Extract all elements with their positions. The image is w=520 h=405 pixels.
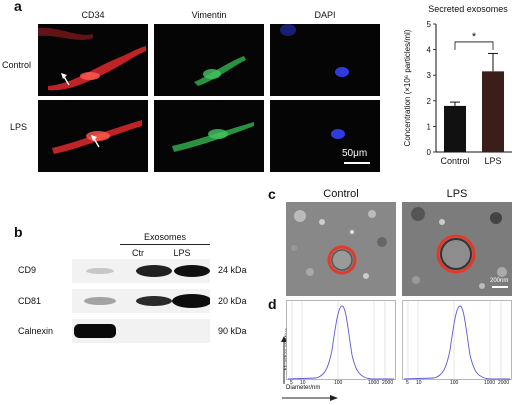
channel-label-vimentin: Vimentin <box>191 10 227 20</box>
chart-ylabel: Concentration (×10⁶ particles/ml) <box>403 29 412 146</box>
dls-tick-control-1000: 1000 <box>368 380 380 386</box>
dls-tick-lps-5: 5 <box>406 380 409 386</box>
x-tick-label: LPS <box>484 156 501 166</box>
exosomes-label: Exosomes <box>143 232 187 242</box>
y-tick-label: 0 <box>427 148 432 157</box>
significance-star: * <box>472 31 477 43</box>
dls-xlabel: Diameter/nm <box>286 385 321 391</box>
x-arrow-icon <box>282 395 338 401</box>
tem-scale-bar <box>492 286 508 288</box>
blot-cd9 <box>72 259 210 283</box>
kda-cd9: 24 kDa <box>218 265 247 275</box>
blot-label-calnexin: Calnexin <box>18 326 54 336</box>
dls-plot-control: 5 10 100 1000 2000 <box>286 300 396 388</box>
dls-tick-control-2000: 2000 <box>382 380 394 386</box>
dls-tick-lps-2000: 2000 <box>498 380 510 386</box>
bar-chart: Secreted exosomes 0 1 2 3 4 5 Concentration (×… <box>392 4 520 174</box>
lane-label-lps: LPS <box>173 248 191 258</box>
chart-title: Secreted exosomes <box>428 4 508 14</box>
scale-bar-label: 50μm <box>342 148 368 159</box>
tem-header-lps: LPS <box>446 188 468 200</box>
dls-tick-lps-100: 100 <box>450 380 459 386</box>
panel-d-letter: d <box>268 296 277 312</box>
y-tick-label: 1 <box>427 122 432 131</box>
panel-b-letter: b <box>14 224 23 240</box>
tem-header-control: Control <box>323 188 359 200</box>
micrograph-control-cd34 <box>38 24 148 96</box>
row-label-control: Control <box>2 60 32 70</box>
lane-label-ctr: Ctr <box>132 248 144 258</box>
y-tick-label: 5 <box>427 20 432 29</box>
blot-label-cd9: CD9 <box>18 265 37 275</box>
dls-plot-lps: 5 10 100 1000 2000 <box>402 300 512 388</box>
micrograph-control-dapi <box>270 24 380 96</box>
x-tick-label: Control <box>440 156 469 166</box>
significance-bracket <box>454 41 494 50</box>
dls-tick-control-100: 100 <box>334 380 343 386</box>
bar-chart-svg: 0 1 2 3 4 5 Concentration (×10⁶ particles/ml) C… <box>403 20 512 166</box>
channel-label-dapi: DAPI <box>314 10 336 20</box>
dls-tick-lps-10: 10 <box>416 380 422 386</box>
tem-scale-bar-label: 200nm <box>490 278 509 284</box>
micrograph-lps-cd34 <box>38 100 148 172</box>
blot-calnexin <box>72 319 210 343</box>
arrow-icon <box>91 135 100 148</box>
micrograph-lps-vimentin <box>154 100 264 172</box>
dls-tick-control-10: 10 <box>300 380 306 386</box>
tem-image-control <box>286 202 396 296</box>
dls-tick-lps-1000: 1000 <box>484 380 496 386</box>
row-label-lps: LPS <box>10 122 28 132</box>
kda-cd81: 20 kDa <box>218 296 247 306</box>
y-tick-label: 3 <box>427 71 432 80</box>
panel-c-letter: c <box>268 186 276 202</box>
micrograph-lps-dapi: 50μm <box>270 100 380 172</box>
dls-tick-control-5: 5 <box>290 380 293 386</box>
tem-image-lps: 200nm <box>402 202 512 296</box>
y-tick-label: 4 <box>427 46 432 55</box>
kda-calnexin: 90 kDa <box>218 326 247 336</box>
y-arrow-icon <box>281 336 287 384</box>
bar-control <box>444 105 466 152</box>
y-tick-label: 2 <box>427 97 432 106</box>
scale-bar <box>344 162 370 164</box>
blot-cd81 <box>72 289 210 313</box>
exosomes-bracket <box>120 244 210 245</box>
arrow-icon <box>61 73 70 86</box>
bar-lps <box>482 71 504 152</box>
blot-label-cd81: CD81 <box>18 296 42 306</box>
panel-a-letter: a <box>14 0 22 14</box>
channel-label-cd34: CD34 <box>81 10 105 20</box>
micrograph-control-vimentin <box>154 24 264 96</box>
